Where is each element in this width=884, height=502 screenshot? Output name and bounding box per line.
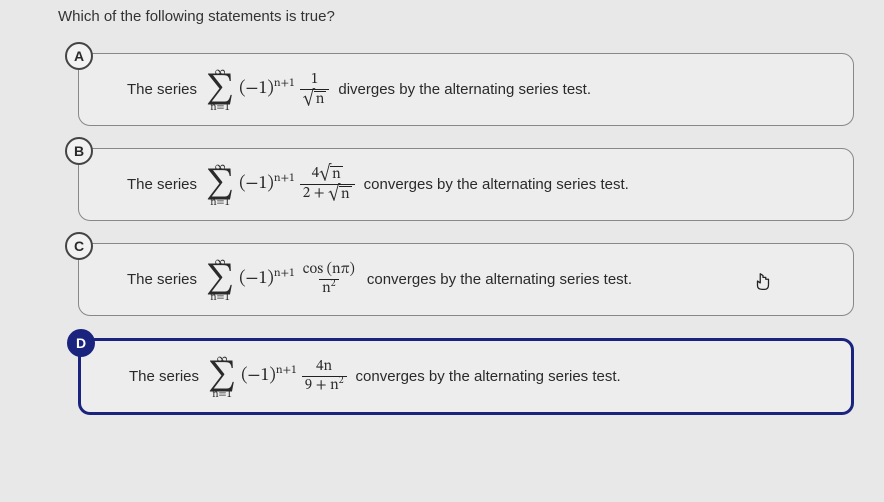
option-d-statement: The series ∞ ∑ n=1 (−1)n+1 4n 9 + n2 con… bbox=[129, 353, 621, 400]
prefix-text: The series bbox=[127, 81, 197, 99]
prefix-text: The series bbox=[127, 271, 197, 289]
suffix-text: converges by the alternating series test… bbox=[367, 271, 632, 289]
fraction-numerator: 4n bbox=[313, 359, 335, 376]
alt-sign: (−1)n+1 bbox=[239, 174, 295, 196]
alt-sign: (−1)n+1 bbox=[239, 79, 295, 101]
fraction-numerator: 4√n bbox=[309, 166, 346, 184]
option-b[interactable]: B The series ∞ ∑ n=1 (−1)n+1 4√n bbox=[78, 148, 854, 221]
option-c-math: ∞ ∑ n=1 (−1)n+1 cos (nπ) n2 bbox=[203, 256, 361, 303]
sigma-glyph: ∑ bbox=[206, 268, 234, 292]
options-list: A The series ∞ ∑ n=1 (−1)n+1 1 √n bbox=[58, 53, 854, 415]
sigma-symbol: ∞ ∑ n=1 bbox=[206, 66, 234, 113]
sigma-symbol: ∞ ∑ n=1 bbox=[206, 161, 234, 208]
pointer-cursor-icon bbox=[752, 270, 774, 294]
sigma-bottom: n=1 bbox=[210, 292, 230, 303]
suffix-text: converges by the alternating series test… bbox=[364, 176, 629, 194]
option-b-math: ∞ ∑ n=1 (−1)n+1 4√n 2 + √n bbox=[203, 161, 358, 208]
fraction-denominator: 2 + √n bbox=[300, 184, 355, 203]
fraction-numerator: 1 bbox=[308, 72, 321, 89]
option-a-fraction: 1 √n bbox=[300, 72, 330, 108]
option-d[interactable]: D The series ∞ ∑ n=1 (−1)n+1 4n 9 + n2 c… bbox=[78, 338, 854, 415]
suffix-text: converges by the alternating series test… bbox=[356, 368, 621, 386]
option-d-badge: D bbox=[67, 329, 95, 357]
sigma-bottom: n=1 bbox=[212, 389, 232, 400]
sigma-bottom: n=1 bbox=[210, 197, 230, 208]
sigma-symbol: ∞ ∑ n=1 bbox=[208, 353, 236, 400]
option-a-statement: The series ∞ ∑ n=1 (−1)n+1 1 √n bbox=[127, 66, 591, 113]
option-b-statement: The series ∞ ∑ n=1 (−1)n+1 4√n 2 + √n bbox=[127, 161, 629, 208]
option-a[interactable]: A The series ∞ ∑ n=1 (−1)n+1 1 √n bbox=[78, 53, 854, 126]
fraction-denominator: n2 bbox=[319, 279, 338, 297]
suffix-text: diverges by the alternating series test. bbox=[338, 81, 591, 99]
question-text: Which of the following statements is tru… bbox=[58, 8, 854, 25]
sigma-glyph: ∑ bbox=[206, 78, 234, 102]
option-c[interactable]: C The series ∞ ∑ n=1 (−1)n+1 cos (nπ) n2… bbox=[78, 243, 854, 316]
prefix-text: The series bbox=[127, 176, 197, 194]
fraction-numerator: cos (nπ) bbox=[300, 262, 358, 279]
option-a-badge: A bbox=[65, 42, 93, 70]
fraction-denominator: 9 + n2 bbox=[302, 376, 347, 394]
alt-sign: (−1)n+1 bbox=[239, 269, 295, 291]
option-b-badge: B bbox=[65, 137, 93, 165]
fraction-denominator: √n bbox=[300, 89, 330, 108]
sigma-glyph: ∑ bbox=[208, 365, 236, 389]
alt-sign: (−1)n+1 bbox=[241, 366, 297, 388]
option-b-fraction: 4√n 2 + √n bbox=[300, 166, 355, 203]
prefix-text: The series bbox=[129, 368, 199, 386]
sigma-glyph: ∑ bbox=[206, 173, 234, 197]
option-d-math: ∞ ∑ n=1 (−1)n+1 4n 9 + n2 bbox=[205, 353, 350, 400]
option-c-statement: The series ∞ ∑ n=1 (−1)n+1 cos (nπ) n2 c… bbox=[127, 256, 632, 303]
sigma-symbol: ∞ ∑ n=1 bbox=[206, 256, 234, 303]
option-c-badge: C bbox=[65, 232, 93, 260]
option-c-fraction: cos (nπ) n2 bbox=[300, 262, 358, 297]
option-d-fraction: 4n 9 + n2 bbox=[302, 359, 347, 394]
sigma-bottom: n=1 bbox=[210, 102, 230, 113]
option-a-math: ∞ ∑ n=1 (−1)n+1 1 √n bbox=[203, 66, 332, 113]
